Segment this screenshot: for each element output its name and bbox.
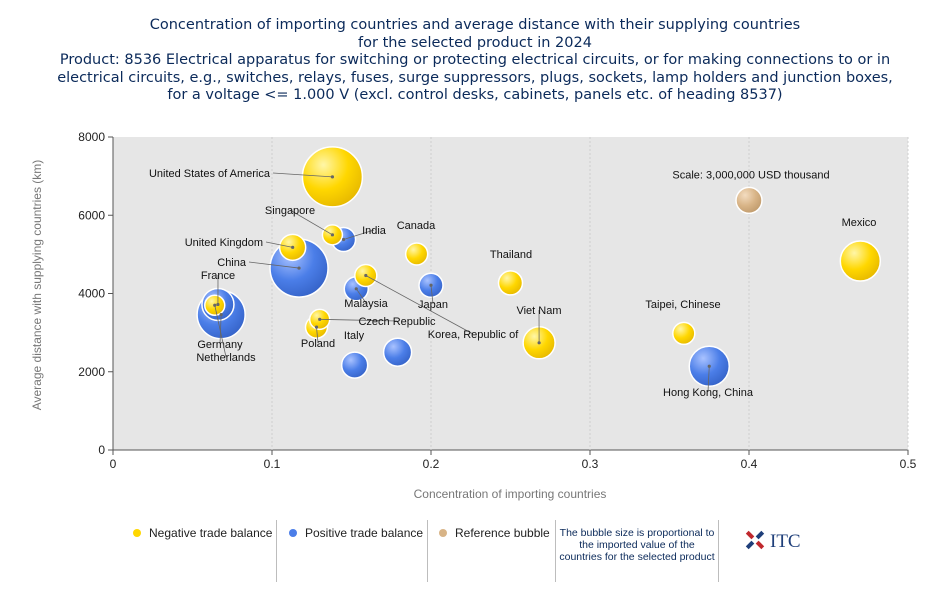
y-tick-label: 0 [98, 443, 105, 457]
legend-divider [555, 520, 556, 582]
bubble-thailand[interactable] [497, 270, 524, 296]
leader-dot [318, 317, 322, 321]
bubble-size-note: The bubble size is proportional to the i… [559, 527, 715, 563]
bubble-label: Viet Nam [516, 305, 561, 317]
bubble-czech-republic-2-[interactable] [382, 337, 413, 367]
leader-dot [330, 233, 335, 237]
leader-line [289, 209, 333, 236]
bubble-labels: United States of America China Germany Fran… [149, 168, 876, 399]
leader-dot [219, 313, 223, 317]
bubble-label: Thailand [490, 249, 532, 261]
bubble-label: Taipei, Chinese [645, 299, 720, 311]
axes: 0 0.1 0.2 0.3 0.4 0.5 0 2000 4000 6000 8000 [78, 130, 916, 471]
legend-divider [276, 520, 277, 582]
leader-dot [364, 273, 368, 278]
x-tick-label: 0.3 [582, 457, 599, 471]
bubble-label: Italy [344, 330, 365, 342]
leader-dot [429, 283, 433, 287]
leader-dot [330, 175, 335, 179]
y-tick-label: 8000 [78, 130, 105, 144]
leader-dot [314, 325, 319, 329]
bubble-canada[interactable] [404, 242, 429, 266]
x-tick-label: 0.1 [264, 457, 281, 471]
legend-negative[interactable]: Negative trade balance [133, 526, 272, 540]
leader-dot [291, 245, 295, 249]
title-line: Product: 8536 Electrical apparatus for s… [59, 52, 891, 68]
bubble-label: France [201, 270, 235, 282]
legend-negative-label: Negative trade balance [149, 526, 273, 540]
y-tick-label: 4000 [78, 287, 105, 301]
leader-line [355, 288, 367, 304]
legend-reference[interactable]: Reference bubble [439, 526, 550, 540]
leader-line [319, 318, 398, 322]
legend-positive[interactable]: Positive trade balance [289, 526, 423, 540]
bubble-mexico[interactable] [839, 240, 882, 282]
leader-line [343, 229, 375, 240]
bubble-label: United Kingdom [185, 237, 263, 249]
leader-dot [213, 303, 217, 307]
y-tick-label: 6000 [78, 208, 105, 222]
leader-dot [707, 364, 711, 368]
bubble-label: Hong Kong, China [663, 387, 754, 399]
title-line: for the selected product in 2024 [358, 34, 592, 51]
legend-positive-label: Positive trade balance [305, 526, 424, 540]
leader-dot [297, 266, 301, 270]
reference-dot-icon [439, 528, 447, 537]
leader-line [265, 241, 293, 248]
reference-label: Scale: 3,000,000 USD thousand [672, 169, 829, 181]
x-tick-label: 0.4 [741, 457, 758, 471]
bubble-label: China [217, 257, 247, 269]
chart-title: Concentration of importing countries and… [0, 17, 950, 105]
bubble-label: Canada [397, 220, 436, 232]
leader-line [316, 327, 319, 344]
leader-dot [216, 302, 220, 307]
x-tick-label: 0.5 [900, 457, 917, 471]
legend-divider [427, 520, 428, 582]
leader-line [272, 172, 333, 178]
legend-reference-label: Reference bubble [455, 526, 550, 540]
x-axis-title: Concentration of importing countries [414, 487, 607, 501]
leader-dot [341, 237, 346, 242]
bubble-label: Malaysia [344, 298, 388, 310]
leader-line [707, 366, 710, 393]
itc-logo-icon: ITC [745, 530, 801, 552]
bubble-label: United States of America [149, 168, 271, 180]
itc-logo: ITC [742, 527, 812, 558]
leader-line [219, 314, 222, 345]
bubble-italy[interactable] [340, 351, 369, 379]
x-tick-label: 0.2 [423, 457, 440, 471]
leader-dot [537, 341, 541, 345]
y-tick-label: 2000 [78, 365, 105, 379]
bubble-label: Korea, Republic of [428, 329, 519, 341]
bubble-label: Netherlands [196, 352, 256, 364]
title-line: for a voltage <= 1.000 V (excl. control … [167, 87, 783, 103]
negative-dot-icon [133, 528, 141, 537]
leader-line [365, 275, 474, 335]
leader-line [430, 285, 434, 305]
bubble-label: Singapore [265, 205, 315, 217]
title-line: electrical circuits, e.g., switches, rel… [57, 69, 893, 86]
leader-line [214, 305, 227, 358]
bubble-label: Mexico [842, 217, 877, 229]
bubble-label: Poland [301, 338, 335, 350]
bubble-reference[interactable] [735, 186, 763, 215]
leader-line [248, 261, 300, 269]
bubble-label: India [362, 225, 387, 237]
legend-divider [718, 520, 719, 582]
title-line: Concentration of importing countries and… [149, 17, 801, 33]
bubble-label: Japan [418, 299, 448, 311]
x-tick-label: 0 [110, 457, 117, 471]
bubble-label: Czech Republic [358, 316, 436, 328]
itc-logo-text: ITC [770, 531, 801, 552]
bubble-label: Germany [197, 339, 243, 351]
y-axis-title: Average distance with supplying countrie… [30, 160, 44, 411]
positive-dot-icon [289, 528, 297, 537]
bubble-taipei-chinese[interactable] [672, 321, 696, 346]
leader-dot [354, 287, 358, 291]
